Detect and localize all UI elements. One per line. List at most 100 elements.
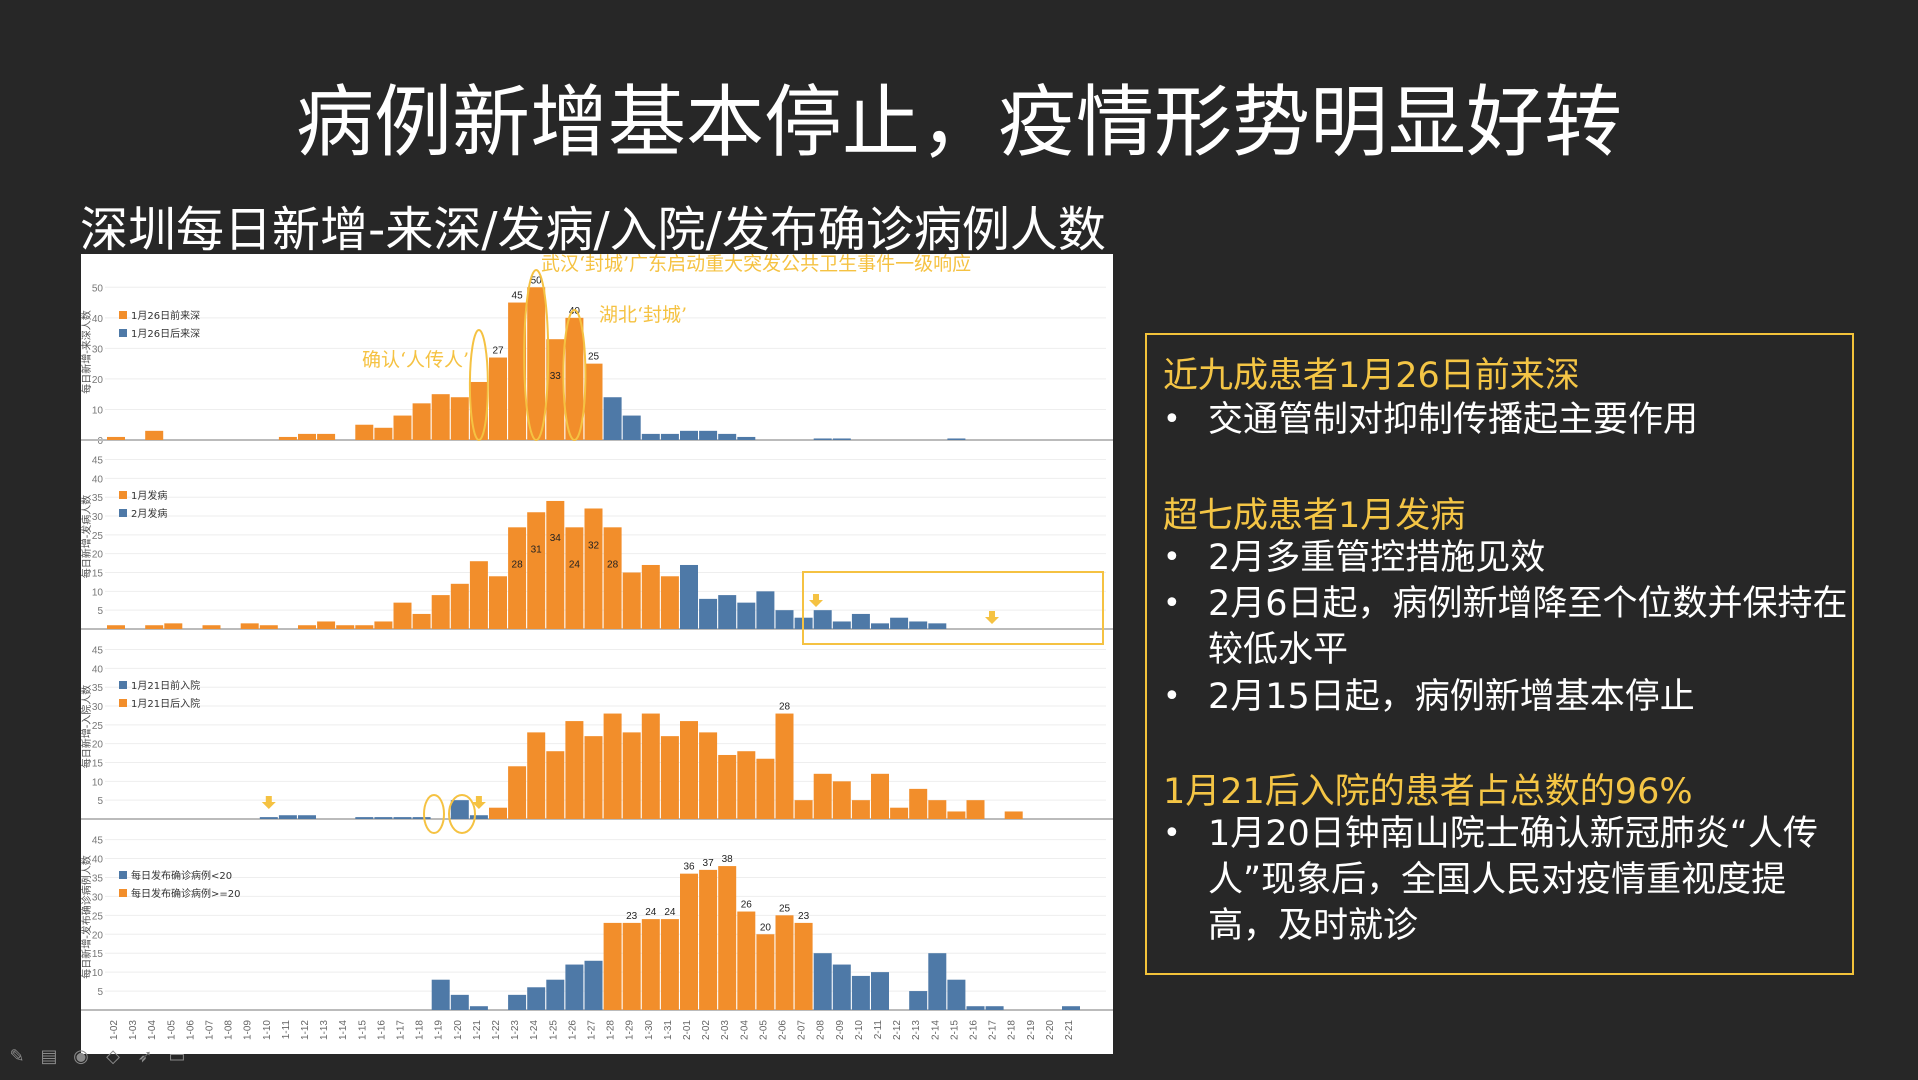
chart-1: 0 10 20 30 40 50 每日新增-来深人数 1月26日前来深 1月26日后来深 27 45… bbox=[81, 275, 1113, 447]
bar-1-18 bbox=[412, 403, 431, 440]
bar-2-13 bbox=[909, 788, 928, 819]
bar-2-13 bbox=[909, 991, 928, 1010]
y-tick-label: 20 bbox=[92, 550, 104, 561]
bar-2-06 bbox=[775, 610, 794, 629]
y-tick-label: 40 bbox=[92, 855, 104, 866]
bar-1-13 bbox=[317, 621, 336, 629]
legend-swatch bbox=[119, 509, 127, 517]
pen-icon[interactable]: ✎ bbox=[9, 1046, 25, 1067]
bar-2-06 bbox=[775, 713, 794, 819]
y-axis-label: 每日新增-来深人数 bbox=[81, 310, 93, 394]
highlight-ellipse bbox=[423, 794, 445, 834]
bar-1-23 bbox=[508, 766, 527, 819]
x-tick-label: 2-16 bbox=[969, 1020, 980, 1040]
bar-1-17 bbox=[393, 602, 412, 629]
y-tick-label: 5 bbox=[97, 796, 103, 807]
bar-1-04 bbox=[145, 430, 164, 440]
legend-label: 1月发病 bbox=[131, 489, 167, 502]
x-tick-label: 1-31 bbox=[663, 1020, 674, 1040]
bar-1-25 bbox=[546, 500, 565, 629]
bar-2-02 bbox=[699, 869, 718, 1010]
y-tick-label: 25 bbox=[92, 531, 104, 542]
legend-swatch bbox=[119, 329, 127, 337]
bar-2-05 bbox=[756, 758, 775, 819]
bar-1-02 bbox=[107, 625, 125, 629]
screen-icon[interactable]: ▭ bbox=[168, 1046, 186, 1067]
bar-2-11 bbox=[871, 773, 889, 819]
data-label: 20 bbox=[760, 922, 772, 933]
bar-2-02 bbox=[699, 598, 718, 629]
x-tick-label: 1-08 bbox=[224, 1020, 235, 1040]
bar-1-22 bbox=[489, 576, 507, 629]
x-tick-label: 2-01 bbox=[682, 1020, 693, 1040]
bar-1-23 bbox=[508, 994, 527, 1010]
x-tick-label: 1-12 bbox=[300, 1020, 311, 1040]
bar-2-05 bbox=[756, 591, 775, 629]
bar-1-23 bbox=[508, 527, 527, 629]
data-label: 32 bbox=[588, 540, 600, 551]
x-tick-label: 2-06 bbox=[778, 1020, 789, 1040]
bar-2-10 bbox=[851, 613, 870, 629]
bar-1-17 bbox=[393, 817, 412, 819]
bar-2-12 bbox=[890, 617, 909, 629]
y-tick-label: 25 bbox=[92, 911, 104, 922]
data-label: 28 bbox=[607, 559, 619, 570]
x-tick-label: 1-14 bbox=[338, 1020, 349, 1040]
bar-2-11 bbox=[871, 972, 889, 1010]
bar-1-24 bbox=[527, 987, 546, 1010]
bar-1-28 bbox=[603, 922, 622, 1010]
bar-1-26 bbox=[565, 964, 584, 1010]
bar-2-03 bbox=[718, 595, 737, 629]
bar-1-15 bbox=[355, 424, 374, 440]
bar-1-17 bbox=[393, 415, 412, 440]
bar-2-08 bbox=[813, 610, 832, 629]
data-label: 40 bbox=[569, 306, 581, 317]
bar-1-26 bbox=[565, 527, 584, 629]
bullet-icon: • bbox=[1163, 402, 1181, 437]
y-tick-label: 35 bbox=[92, 873, 104, 884]
highlight-ellipse bbox=[448, 794, 476, 834]
bar-2-10 bbox=[851, 800, 870, 819]
bar-1-21 bbox=[469, 1006, 488, 1010]
bar-1-30 bbox=[641, 564, 660, 629]
bar-2-08 bbox=[813, 438, 832, 440]
bar-1-27 bbox=[584, 363, 603, 440]
x-tick-label: 1-11 bbox=[281, 1020, 292, 1040]
bar-2-09 bbox=[832, 621, 851, 629]
x-tick-label: 2-05 bbox=[758, 1020, 769, 1040]
bar-1-21 bbox=[469, 561, 488, 629]
bar-1-20 bbox=[450, 994, 469, 1010]
x-tick-label: 2-11 bbox=[873, 1020, 884, 1040]
bar-1-18 bbox=[412, 817, 431, 819]
x-tick-label: 1-03 bbox=[128, 1020, 139, 1040]
arrow-icon bbox=[985, 611, 999, 624]
bar-2-09 bbox=[832, 781, 851, 819]
data-label: 33 bbox=[550, 371, 562, 382]
palette-icon[interactable]: ◉ bbox=[73, 1046, 89, 1067]
bar-1-29 bbox=[622, 732, 641, 819]
data-label: 37 bbox=[703, 858, 715, 869]
bar-2-03 bbox=[718, 754, 737, 819]
info-box: 近九成患者1月26日前来深 • 交通管制对抑制传播起主要作用 超七成患者1月发病 • 2月… bbox=[1145, 333, 1854, 975]
pointer-icon[interactable]: ➶ bbox=[137, 1046, 153, 1067]
x-tick-label: 2-17 bbox=[988, 1020, 999, 1040]
x-tick-label: 1-15 bbox=[357, 1020, 368, 1040]
x-tick-label: 2-07 bbox=[797, 1020, 808, 1040]
bar-2-14 bbox=[928, 800, 947, 819]
bar-1-02 bbox=[107, 436, 125, 440]
window-icon[interactable]: ▤ bbox=[40, 1046, 58, 1067]
bar-2-01 bbox=[680, 430, 698, 440]
x-tick-label: 2-18 bbox=[1007, 1020, 1018, 1040]
bar-1-16 bbox=[374, 427, 393, 440]
x-tick-label: 1-20 bbox=[453, 1020, 464, 1040]
y-tick-label: 0 bbox=[97, 436, 103, 447]
bullet-icon: • bbox=[1163, 540, 1181, 575]
chart-heading: 深圳每日新增-来深/发病/入院/发布确诊病例人数 bbox=[80, 202, 1106, 258]
data-label: 23 bbox=[798, 911, 810, 922]
bullet-text: 1月20日钟南山院士确认新冠肺炎“人传人”现象后，全国人民对疫情重视度提高，及时… bbox=[1208, 814, 1818, 946]
bar-2-03 bbox=[718, 866, 737, 1010]
data-label: 24 bbox=[645, 907, 657, 918]
bar-2-11 bbox=[871, 623, 889, 629]
eraser-icon[interactable]: ◇ bbox=[106, 1046, 120, 1067]
section-heading: 1月21后入院的患者占总数的96% bbox=[1163, 772, 1693, 812]
